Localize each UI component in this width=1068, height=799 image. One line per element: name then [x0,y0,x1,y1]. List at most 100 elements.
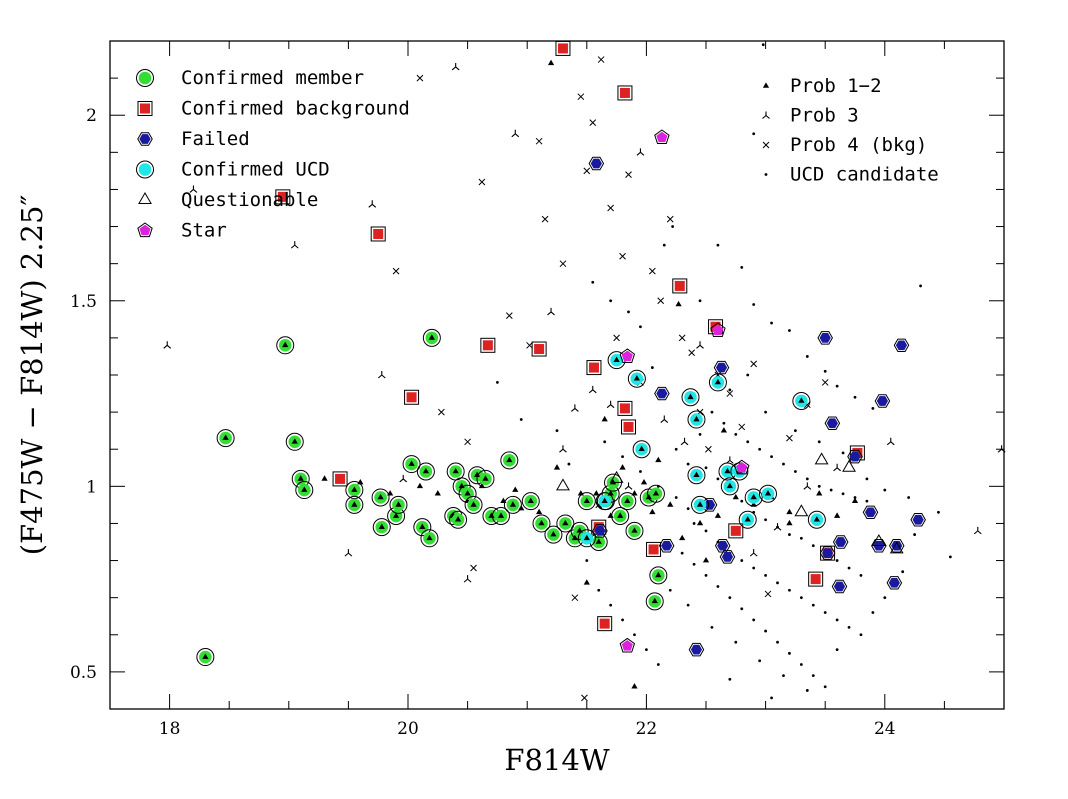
data-point-ucd-candidate [686,603,690,607]
data-point-ucd-candidate [519,418,523,421]
data-point-ucd-candidate [901,570,905,574]
data-point-ucd-candidate [752,303,756,306]
data-point-prob-4-bkg [505,312,513,319]
data-point-inner-marker [464,490,471,496]
data-point-prob-4-bkg [526,341,533,349]
legend-label-questionable: Questionable [181,189,318,211]
data-point-prob-1-2 [649,508,656,515]
data-point-inner-marker [301,486,308,492]
data-point-prob-3 [588,385,597,394]
data-point-prob-3 [344,549,353,557]
x-axis-title: F814W [504,743,609,777]
data-point-prob-4-bkg [657,297,665,305]
data-point-ucd-candidate [871,407,875,410]
data-point-prob-1-2 [655,456,662,463]
data-point-ucd-candidate [835,559,839,562]
data-point-prob-4-bkg [688,349,696,357]
data-point-ucd-candidate [770,696,773,700]
data-point-ucd-candidate [847,566,851,570]
data-point-inner-marker [798,397,805,403]
data-point-confirmed-background [672,278,688,294]
data-point-prob-4-bkg [619,252,626,260]
data-point-prob-3 [547,307,555,316]
legend-label-failed: Failed [181,128,250,150]
data-point-ucd-candidate [746,440,750,444]
series-confirmed-member [196,328,668,667]
data-point-inner-marker [488,512,495,518]
data-point-prob-1-2 [714,512,722,518]
data-point-ucd-candidate [782,674,785,677]
legend-label-prob-4-bkg: Prob 4 (bkg) [790,134,927,156]
data-point-failed [688,642,705,657]
data-point-ucd-candidate [650,366,654,369]
data-point-ucd-candidate [710,410,714,414]
data-point-prob-4-bkg [750,360,758,368]
data-point-prob-3 [511,129,520,138]
data-point-ucd-candidate [799,536,803,540]
data-point-inner-marker [378,523,385,529]
data-point-prob-1-2 [607,512,614,518]
data-point-inner-marker [726,482,733,489]
data-point-failed [658,538,675,553]
data-point-prob-4-bkg [583,167,591,175]
data-point-ucd-candidate [883,596,887,600]
data-point-prob-3 [571,404,579,412]
data-point-ucd-candidate [871,611,875,614]
data-point-ucd-candidate [841,492,845,496]
data-point-ucd-candidate [859,574,863,577]
data-point-ucd-candidate [823,369,827,373]
y-tick-label: 1.5 [70,292,97,312]
data-point-inner-marker [624,497,631,503]
data-point-prob-3 [886,437,895,446]
data-point-prob-3 [624,482,633,490]
data-point-ucd-candidate [591,280,595,284]
data-point-inner-marker [497,512,505,518]
series-failed [588,156,926,657]
data-point-prob-1-2 [512,486,519,492]
data-point-ucd-candidate [704,574,708,577]
data-point-ucd-candidate [698,299,702,303]
data-point-ucd-candidate [567,462,571,466]
data-point-prob-1-2 [702,556,710,563]
data-point-inner-marker [655,571,662,578]
series-questionable [556,452,904,554]
data-point-prob-1-2 [675,300,682,307]
data-point-prob-1-2 [619,464,626,470]
data-point-ucd-candidate [788,651,791,655]
data-point-inner-marker [474,471,481,477]
legend-label-ucd-candidate: UCD candidate [790,164,939,186]
tick-labels: 18 20 22 24 0.5 1 1.5 2 [70,106,896,739]
data-point-ucd-candidate [555,429,559,433]
data-point-questionable [794,504,809,517]
x-tick-label: 24 [874,719,896,739]
data-point-inner-marker [601,497,608,503]
data-point-failed [719,550,736,564]
data-point-prob-1-2 [553,464,561,470]
data-point-star [654,129,670,145]
data-point-prob-3 [463,575,472,583]
data-point-ucd-candidate [734,432,738,436]
data-point-ucd-candidate [829,488,833,492]
data-point-failed [832,535,849,549]
data-point-ucd-candidate [716,243,720,247]
data-point-ucd-candidate [937,510,940,514]
data-point-failed [893,338,910,353]
data-point-ucd-candidate [823,611,827,614]
data-point-inner-marker [583,497,590,503]
data-point-ucd-candidate [805,477,809,481]
data-point-prob-1-2 [667,501,674,507]
data-point-ucd-candidate [764,574,767,577]
data-point-inner-marker [282,341,289,348]
data-point-prob-1-2 [536,508,543,515]
data-point-prob-3 [833,463,841,472]
data-point-confirmed-background [646,541,662,557]
data-point-inner-marker [693,415,700,422]
data-point-ucd-candidate [680,551,684,555]
data-point-inner-marker [696,501,704,507]
data-point-ucd-candidate [698,432,702,436]
data-point-inner-marker [291,438,298,444]
data-point-ucd-candidate [668,588,672,592]
data-point-prob-1-2 [834,512,841,518]
data-point-questionable [889,541,904,554]
